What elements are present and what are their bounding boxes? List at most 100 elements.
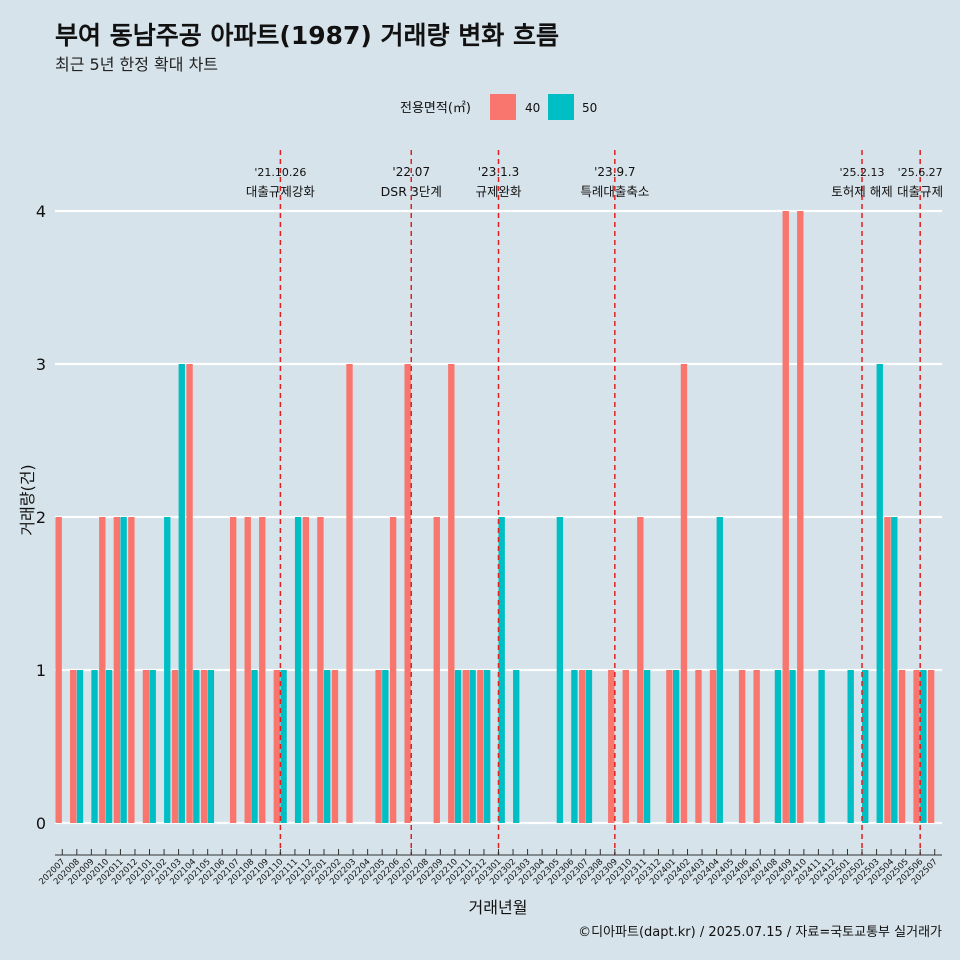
legend: 전용면적(㎡) 40 50 [400,94,597,120]
x-axis-label: 거래년월 [469,898,528,917]
chart-subtitle: 최근 5년 한정 확대 차트 [55,55,218,74]
bar-40-202011 [113,517,121,823]
bar-50-202302 [513,670,520,823]
bar-50-202009 [91,670,98,823]
legend-title: 전용면적(㎡) [400,101,471,116]
bar-40-202108 [244,517,251,823]
event-label: DSR 3단계 [381,184,442,199]
event-date: '25.2.13 [840,166,885,179]
legend-label-40: 40 [525,101,540,115]
bar-50-202101 [149,670,156,823]
bar-50-202409 [789,670,796,823]
bar-50-202504 [891,517,898,823]
bars [55,211,935,823]
legend-swatch-50 [548,94,574,120]
legend-label-50: 50 [582,101,597,115]
bar-40-202310 [622,670,629,823]
bar-40-202104 [186,364,193,823]
bar-40-202309 [608,670,615,823]
bar-50-202212 [483,670,491,823]
bar-50-202311 [643,670,651,823]
bar-40-202505 [898,670,906,823]
y-axis: 0 1 2 3 4 [36,202,46,833]
bar-40-202211 [462,670,470,823]
bar-50-202210 [454,670,462,823]
bar-40-202109 [259,517,266,823]
bar-40-202212 [477,670,484,823]
bar-40-202007 [55,517,62,823]
bar-50-202102 [164,517,171,823]
bar-50-202008 [76,670,84,823]
bar-50-202108 [251,670,258,823]
event-label: 토허제 해제 [831,184,892,199]
y-tick-label: 2 [36,508,46,527]
bar-50-202111 [294,517,302,823]
bar-40-202110 [273,670,280,823]
event-date: '23.1.3 [478,165,519,179]
bar-50-202411 [818,670,825,823]
bar-40-202103 [171,670,179,823]
bar-40-202201 [317,517,324,823]
legend-swatch-40 [490,94,516,120]
bar-50-202110 [280,670,287,823]
event-date: '25.6.27 [898,166,943,179]
bar-40-202008 [70,670,77,823]
event-label: 규제완화 [475,184,522,199]
bar-50-202506 [920,670,927,823]
bar-40-202207 [404,364,411,823]
bar-50-202103 [178,364,185,823]
bar-40-202402 [680,364,688,823]
bar-40-202210 [448,364,455,823]
x-axis: 2020072020082020092020102020112020122021… [37,849,942,887]
bar-50-202401 [672,670,680,823]
bar-40-202307 [578,670,586,823]
bar-50-202305 [556,517,564,823]
y-tick-label: 4 [36,202,46,221]
bar-50-202501 [847,670,854,823]
bar-50-202301 [498,517,505,823]
bar-40-202507 [927,670,935,823]
event-lines: '21.10.26 대출규제강화 '22.07 DSR 3단계 '23.1.3 규제완화 '… [246,150,943,855]
bar-40-202506 [913,670,920,823]
bar-40-202404 [709,670,717,823]
bar-40-202403 [695,670,702,823]
bar-50-202307 [585,670,593,823]
bar-40-202112 [302,517,310,823]
bar-50-202503 [876,364,883,823]
event-label: 특례대출축소 [580,184,649,199]
bar-50-202201 [324,670,331,823]
bar-40-202010 [99,517,106,823]
bar-40-202205 [375,670,382,823]
y-tick-label: 3 [36,355,46,374]
y-axis-label: 거래량(건) [18,464,37,535]
event-label: 대출규제강화 [246,184,316,199]
bar-40-202410 [797,211,804,823]
bar-40-202107 [229,517,237,823]
bar-50-202306 [571,670,578,823]
bar-40-202101 [142,670,150,823]
bar-50-202011 [120,517,127,823]
bar-50-202205 [382,670,389,823]
bar-40-202203 [346,364,353,823]
bar-40-202311 [637,517,644,823]
bar-40-202406 [738,670,746,823]
bar-40-202202 [331,670,339,823]
event-date: '22.07 [392,165,430,179]
bar-50-202211 [469,670,476,823]
bar-40-202409 [782,211,789,823]
chart-title: 부여 동남주공 아파트(1987) 거래량 변화 흐름 [55,21,559,50]
event-label: 대출규제 [897,184,943,199]
bar-50-202104 [193,670,200,823]
bar-50-202502 [862,670,869,823]
bar-40-202206 [389,517,397,823]
bar-40-202401 [666,670,673,823]
y-tick-label: 0 [36,814,46,833]
bar-40-202209 [433,517,440,823]
bar-50-202010 [105,670,113,823]
caption: ©디아파트(dapt.kr) / 2025.07.15 / 자료=국토교통부 실… [578,925,942,940]
event-date: '21.10.26 [254,166,306,179]
bar-40-202012 [128,517,135,823]
bar-50-202105 [207,670,215,823]
bar-40-202504 [884,517,891,823]
